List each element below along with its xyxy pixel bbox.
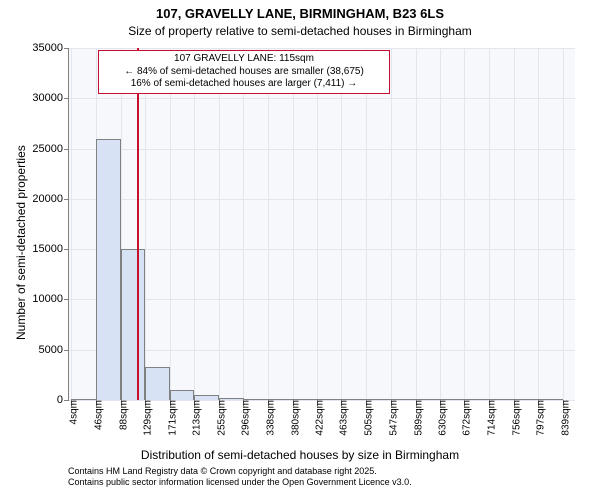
xtick-label: 672sqm bbox=[456, 400, 473, 436]
histogram-bar bbox=[514, 399, 539, 400]
xtick-label: 46sqm bbox=[88, 400, 105, 430]
xtick-label: 797sqm bbox=[529, 400, 546, 436]
xtick-label: 88sqm bbox=[112, 400, 129, 430]
histogram-bar bbox=[341, 399, 366, 400]
ytick-label: 25000 bbox=[32, 143, 69, 155]
xtick-label: 213sqm bbox=[186, 400, 203, 436]
vgrid-line bbox=[366, 48, 367, 400]
histogram-bar bbox=[268, 399, 293, 400]
annotation-line: 107 GRAVELLY LANE: 115sqm bbox=[105, 53, 383, 66]
histogram-bar bbox=[71, 399, 96, 400]
vgrid-line bbox=[71, 48, 72, 400]
chart-root: 107, GRAVELLY LANE, BIRMINGHAM, B23 6LS … bbox=[0, 0, 600, 500]
vgrid-line bbox=[293, 48, 294, 400]
chart-title: 107, GRAVELLY LANE, BIRMINGHAM, B23 6LS bbox=[0, 6, 600, 21]
annotation-box: 107 GRAVELLY LANE: 115sqm← 84% of semi-d… bbox=[98, 50, 390, 94]
vgrid-line bbox=[268, 48, 269, 400]
annotation-line: 16% of semi-detached houses are larger (… bbox=[105, 78, 383, 91]
footer-attribution: Contains HM Land Registry data © Crown c… bbox=[68, 466, 412, 489]
reference-line bbox=[137, 48, 139, 400]
vgrid-line bbox=[194, 48, 195, 400]
vgrid-line bbox=[489, 48, 490, 400]
xtick-label: 589sqm bbox=[407, 400, 424, 436]
histogram-bar bbox=[145, 367, 170, 400]
xtick-label: 338sqm bbox=[259, 400, 276, 436]
vgrid-line bbox=[243, 48, 244, 400]
vgrid-line bbox=[391, 48, 392, 400]
histogram-bar bbox=[243, 399, 268, 401]
histogram-bar bbox=[219, 398, 244, 401]
vgrid-line bbox=[464, 48, 465, 400]
xtick-label: 4sqm bbox=[63, 400, 80, 424]
histogram-bar bbox=[464, 399, 489, 400]
histogram-bar bbox=[317, 399, 342, 400]
footer-line-1: Contains HM Land Registry data © Crown c… bbox=[68, 466, 412, 477]
histogram-bar bbox=[440, 399, 465, 400]
y-axis-label: Number of semi-detached properties bbox=[14, 145, 28, 340]
ytick-label: 30000 bbox=[32, 92, 69, 104]
xtick-label: 839sqm bbox=[554, 400, 571, 436]
annotation-line: ← 84% of semi-detached houses are smalle… bbox=[105, 66, 383, 79]
histogram-bar bbox=[366, 399, 391, 400]
histogram-bar bbox=[416, 399, 441, 400]
xtick-label: 171sqm bbox=[161, 400, 178, 436]
xtick-label: 129sqm bbox=[136, 400, 153, 436]
plot-area: 050001000015000200002500030000350004sqm4… bbox=[68, 48, 575, 401]
vgrid-line bbox=[563, 48, 564, 400]
xtick-label: 255sqm bbox=[211, 400, 228, 436]
xtick-label: 422sqm bbox=[309, 400, 326, 436]
xtick-label: 296sqm bbox=[235, 400, 252, 436]
vgrid-line bbox=[416, 48, 417, 400]
xtick-label: 547sqm bbox=[382, 400, 399, 436]
chart-subtitle: Size of property relative to semi-detach… bbox=[0, 24, 600, 38]
histogram-bar bbox=[391, 399, 416, 400]
vgrid-line bbox=[317, 48, 318, 400]
x-axis-label: Distribution of semi-detached houses by … bbox=[0, 448, 600, 462]
xtick-label: 380sqm bbox=[284, 400, 301, 436]
histogram-bar bbox=[170, 390, 195, 400]
xtick-label: 505sqm bbox=[358, 400, 375, 436]
ytick-label: 15000 bbox=[32, 243, 69, 255]
xtick-label: 714sqm bbox=[481, 400, 498, 436]
ytick-label: 35000 bbox=[32, 42, 69, 54]
footer-line-2: Contains public sector information licen… bbox=[68, 477, 412, 488]
xtick-label: 630sqm bbox=[431, 400, 448, 436]
vgrid-line bbox=[440, 48, 441, 400]
ytick-label: 5000 bbox=[39, 344, 69, 356]
vgrid-line bbox=[170, 48, 171, 400]
histogram-bar bbox=[96, 139, 121, 400]
histogram-bar bbox=[121, 249, 146, 400]
vgrid-line bbox=[219, 48, 220, 400]
xtick-label: 463sqm bbox=[333, 400, 350, 436]
histogram-bar bbox=[293, 399, 318, 400]
vgrid-line bbox=[538, 48, 539, 400]
histogram-bar bbox=[489, 399, 514, 400]
ytick-label: 20000 bbox=[32, 193, 69, 205]
xtick-label: 756sqm bbox=[505, 400, 522, 436]
vgrid-line bbox=[514, 48, 515, 400]
vgrid-line bbox=[341, 48, 342, 400]
histogram-bar bbox=[538, 399, 563, 400]
ytick-label: 10000 bbox=[32, 293, 69, 305]
histogram-bar bbox=[194, 395, 219, 400]
